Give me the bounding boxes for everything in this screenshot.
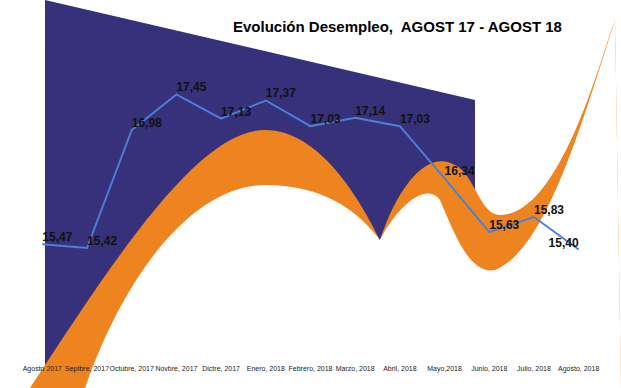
- svg-text:17,03: 17,03: [400, 112, 430, 126]
- svg-text:Septbre, 2017: Septbre, 2017: [65, 365, 109, 373]
- svg-text:17,37: 17,37: [266, 86, 296, 100]
- svg-text:15,40: 15,40: [549, 236, 579, 250]
- svg-text:Agosto, 2018: Agosto, 2018: [558, 365, 599, 373]
- svg-text:Abril, 2018: Abril, 2018: [383, 365, 417, 372]
- svg-text:Octubre, 2017: Octubre, 2017: [110, 365, 154, 372]
- svg-text:15,83: 15,83: [534, 203, 564, 217]
- svg-text:Novbre, 2017: Novbre, 2017: [155, 365, 197, 372]
- svg-text:Febrero, 2018: Febrero, 2018: [289, 365, 333, 372]
- svg-text:Mayo,2018: Mayo,2018: [427, 365, 462, 373]
- svg-text:Enero, 2018: Enero, 2018: [247, 365, 285, 372]
- svg-text:Agosto 2017: Agosto 2017: [23, 365, 62, 373]
- svg-text:Junio, 2018: Junio, 2018: [471, 365, 507, 372]
- svg-text:15,63: 15,63: [489, 218, 519, 232]
- svg-text:17,13: 17,13: [221, 105, 251, 119]
- svg-text:15,42: 15,42: [87, 234, 117, 248]
- svg-text:Julio, 2018: Julio, 2018: [517, 365, 551, 372]
- svg-text:17,14: 17,14: [355, 104, 385, 118]
- svg-text:15,47: 15,47: [42, 230, 72, 244]
- svg-text:17,45: 17,45: [176, 80, 206, 94]
- svg-text:Evolución Desempleo, AGOST 17: Evolución Desempleo, AGOST 17 - AGOST 18: [233, 18, 562, 35]
- svg-text:16,98: 16,98: [132, 116, 162, 130]
- svg-text:Dictre, 2017: Dictre, 2017: [202, 365, 240, 372]
- svg-text:Marzo, 2018: Marzo, 2018: [336, 365, 375, 372]
- svg-text:16,34: 16,34: [445, 164, 475, 178]
- svg-text:17,03: 17,03: [311, 112, 341, 126]
